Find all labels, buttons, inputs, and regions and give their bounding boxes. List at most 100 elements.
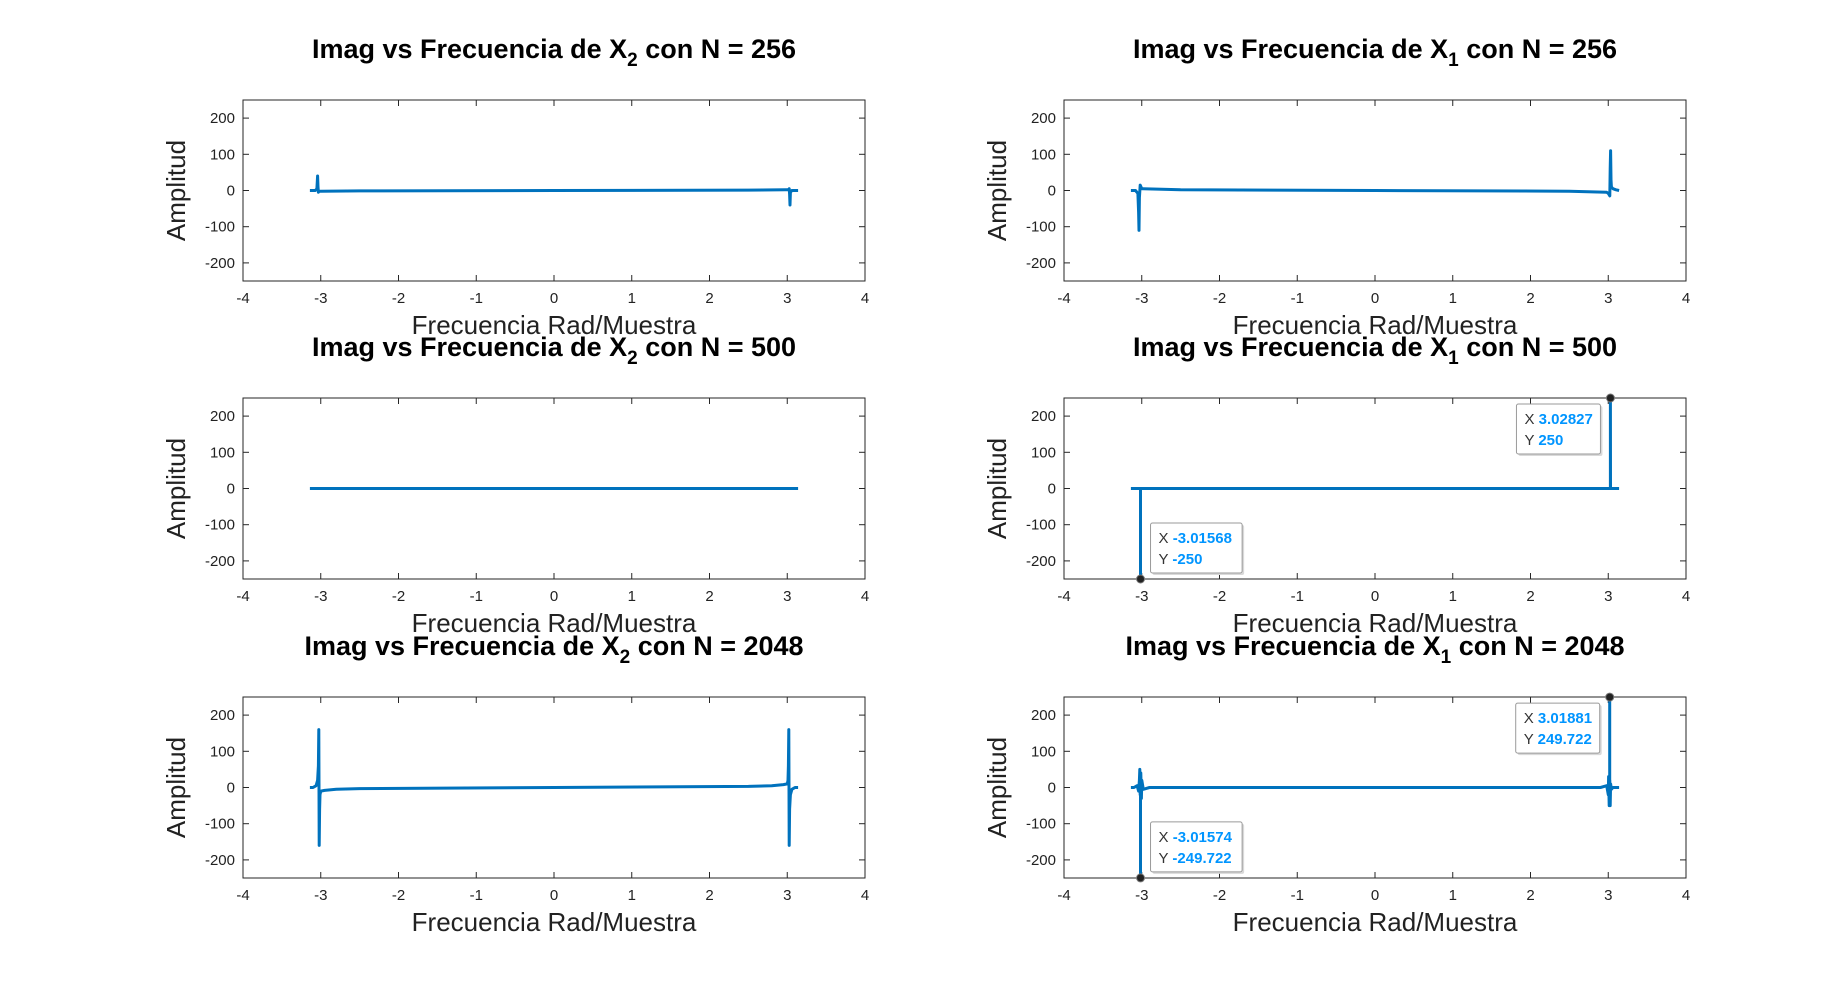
chart-6-datatip-box[interactable] bbox=[1150, 821, 1243, 873]
chart-4-ytick-label: 0 bbox=[1048, 481, 1056, 498]
chart-4-xlabel: Frecuencia Rad/Muestra bbox=[1233, 608, 1518, 638]
chart-6-ylabel: Amplitud bbox=[982, 737, 1012, 838]
chart-4-xtick-label: -1 bbox=[1291, 588, 1304, 605]
chart-4-ylabel: Amplitud bbox=[982, 438, 1012, 539]
chart-5-ytick-label: 0 bbox=[227, 780, 235, 797]
chart-1-xtick-label: -2 bbox=[392, 290, 405, 307]
chart-4-datatip[interactable]: X -3.01568 Y -250 bbox=[1136, 522, 1245, 584]
chart-1-ytick-label: 100 bbox=[210, 146, 235, 163]
chart-4-xtick-label: 2 bbox=[1526, 588, 1534, 605]
chart-6-ytick-label: 0 bbox=[1048, 780, 1056, 797]
chart-6-datatip-line: Y 249.722 bbox=[1524, 731, 1592, 748]
chart-1-title: Imag vs Frecuencia de X2 con N = 256 bbox=[312, 34, 796, 71]
chart-6: -4 -3 -2 -1 0 1 2 3 4 -200 -100 0 100 200 Imag vs Frec… bbox=[982, 631, 1690, 937]
chart-5-ytick-label: -100 bbox=[205, 816, 235, 833]
chart-3-xtick-label: -4 bbox=[236, 588, 249, 605]
chart-2-ytick-label: 200 bbox=[1031, 110, 1056, 127]
chart-2-ylabel: Amplitud bbox=[982, 140, 1012, 241]
chart-2-ytick-label: -100 bbox=[1026, 219, 1056, 236]
chart-6-datatip-marker[interactable] bbox=[1136, 873, 1146, 883]
chart-2-xlabel: Frecuencia Rad/Muestra bbox=[1233, 310, 1518, 340]
chart-3-xlabel: Frecuencia Rad/Muestra bbox=[412, 608, 697, 638]
chart-1-ylabel: Amplitud bbox=[161, 140, 191, 241]
chart-5-ylabel: Amplitud bbox=[161, 737, 191, 838]
chart-6-xlabel: Frecuencia Rad/Muestra bbox=[1233, 907, 1518, 937]
chart-4-xtick-label: 4 bbox=[1682, 588, 1690, 605]
chart-4-xtick-label: 0 bbox=[1371, 588, 1379, 605]
chart-5-xtick-label: 1 bbox=[628, 887, 636, 904]
chart-1-ytick-label: 200 bbox=[210, 110, 235, 127]
chart-2-ytick-label: 0 bbox=[1048, 183, 1056, 200]
chart-3-ytick-label: -200 bbox=[205, 553, 235, 570]
chart-6-datatip[interactable]: X -3.01574 Y -249.722 bbox=[1136, 821, 1245, 883]
chart-4-datatip-marker[interactable] bbox=[1605, 393, 1615, 403]
chart-3-ylabel: Amplitud bbox=[161, 438, 191, 539]
chart-6-xtick-label: 0 bbox=[1371, 887, 1379, 904]
chart-3-xtick-label: -3 bbox=[314, 588, 327, 605]
chart-2-xtick-label: 1 bbox=[1449, 290, 1457, 307]
chart-4-xtick-label: -3 bbox=[1135, 588, 1148, 605]
chart-4-xtick-label: 1 bbox=[1449, 588, 1457, 605]
chart-1-xtick-label: 3 bbox=[783, 290, 791, 307]
chart-5-xtick-label: 0 bbox=[550, 887, 558, 904]
chart-4-datatip-marker[interactable] bbox=[1136, 574, 1146, 584]
chart-4-series-line bbox=[1130, 396, 1620, 581]
chart-1-xtick-label: -4 bbox=[236, 290, 249, 307]
chart-1-ytick-label: -200 bbox=[205, 255, 235, 272]
chart-2-xtick-label: -4 bbox=[1057, 290, 1070, 307]
chart-4-xtick-label: 3 bbox=[1604, 588, 1612, 605]
chart-4-datatip-line: Y 250 bbox=[1524, 432, 1563, 449]
chart-4-datatip-line: X 3.02827 bbox=[1524, 411, 1592, 428]
chart-3-xtick-label: -1 bbox=[470, 588, 483, 605]
chart-1-xtick-label: 0 bbox=[550, 290, 558, 307]
chart-6-xtick-label: 4 bbox=[1682, 887, 1690, 904]
chart-6-xtick-label: -3 bbox=[1135, 887, 1148, 904]
chart-2-title: Imag vs Frecuencia de X1 con N = 256 bbox=[1133, 34, 1617, 71]
chart-6-datatip-marker[interactable] bbox=[1605, 692, 1615, 702]
chart-5-ytick-label: 200 bbox=[210, 707, 235, 724]
chart-5-title: Imag vs Frecuencia de X2 con N = 2048 bbox=[304, 631, 803, 668]
chart-1-series-line bbox=[309, 174, 799, 207]
chart-1-xtick-label: -3 bbox=[314, 290, 327, 307]
chart-1-xtick-label: 4 bbox=[861, 290, 869, 307]
chart-2-xtick-label: 2 bbox=[1526, 290, 1534, 307]
chart-3-xtick-label: 0 bbox=[550, 588, 558, 605]
chart-2-xtick-label: 4 bbox=[1682, 290, 1690, 307]
chart-3-xtick-label: 2 bbox=[705, 588, 713, 605]
chart-3-xtick-label: -2 bbox=[392, 588, 405, 605]
chart-5-xtick-label: -3 bbox=[314, 887, 327, 904]
chart-6-xtick-label: 2 bbox=[1526, 887, 1534, 904]
chart-6-datatip[interactable]: X 3.01881 Y 249.722 bbox=[1515, 692, 1615, 756]
chart-6-series-line bbox=[1130, 695, 1620, 880]
chart-1-xtick-label: 1 bbox=[628, 290, 636, 307]
chart-4-xtick-label: -4 bbox=[1057, 588, 1070, 605]
chart-6-xtick-label: 3 bbox=[1604, 887, 1612, 904]
chart-4-datatip-line: Y -250 bbox=[1159, 551, 1203, 568]
chart-1-xtick-label: 2 bbox=[705, 290, 713, 307]
chart-4-ytick-label: -200 bbox=[1026, 553, 1056, 570]
chart-6-ytick-label: 100 bbox=[1031, 743, 1056, 760]
chart-1-ytick-label: -100 bbox=[205, 219, 235, 236]
chart-4-datatip[interactable]: X 3.02827 Y 250 bbox=[1515, 393, 1615, 456]
chart-2-xtick-label: -1 bbox=[1291, 290, 1304, 307]
chart-2: -4 -3 -2 -1 0 1 2 3 4 -200 -100 0 100 200 Imag vs Frec… bbox=[982, 34, 1690, 340]
chart-4-datatip-box[interactable] bbox=[1150, 522, 1243, 574]
chart-1-xlabel: Frecuencia Rad/Muestra bbox=[412, 310, 697, 340]
chart-2-series-line bbox=[1130, 149, 1620, 232]
chart-2-xtick-label: -2 bbox=[1213, 290, 1226, 307]
chart-3-ytick-label: -100 bbox=[205, 517, 235, 534]
chart-4-datatip-box[interactable] bbox=[1515, 403, 1601, 455]
chart-6-ytick-label: -100 bbox=[1026, 816, 1056, 833]
chart-3-ytick-label: 0 bbox=[227, 481, 235, 498]
chart-5-xtick-label: -2 bbox=[392, 887, 405, 904]
chart-5-xtick-label: -1 bbox=[470, 887, 483, 904]
chart-6-ytick-label: -200 bbox=[1026, 852, 1056, 869]
chart-2-ytick-label: 100 bbox=[1031, 146, 1056, 163]
chart-4-ytick-label: -100 bbox=[1026, 517, 1056, 534]
chart-6-datatip-box[interactable] bbox=[1515, 702, 1601, 754]
chart-4-title: Imag vs Frecuencia de X1 con N = 500 bbox=[1133, 332, 1617, 369]
chart-5-xtick-label: 3 bbox=[783, 887, 791, 904]
chart-6-datatip-line: X 3.01881 bbox=[1524, 710, 1592, 727]
chart-3-xtick-label: 1 bbox=[628, 588, 636, 605]
